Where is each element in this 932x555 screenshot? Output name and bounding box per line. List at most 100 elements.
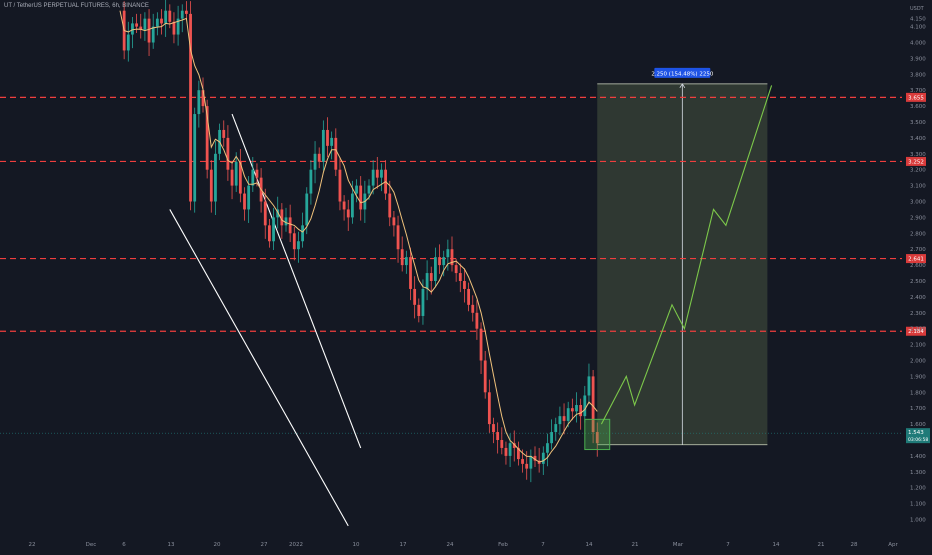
price-tick-label: 3.900 [910, 56, 926, 62]
candle-body [313, 153, 317, 170]
level-label-bg-2 [906, 254, 926, 264]
price-tick-label: 2.100 [910, 343, 926, 349]
time-tick-label: 10 [353, 542, 360, 548]
candle-body [180, 10, 184, 19]
time-tick-label: Mar [673, 542, 684, 548]
candle-body [425, 273, 429, 289]
trendline-1 [231, 113, 362, 449]
candle-body [504, 447, 508, 456]
time-tick-label: Dec [86, 542, 97, 548]
time-tick-label: 2022 [289, 542, 303, 548]
time-tick-label: 13 [168, 542, 175, 548]
candle-body [160, 18, 163, 24]
time-tick-label: 14 [586, 542, 593, 548]
candle-body [214, 153, 217, 202]
price-tick-label: 1.600 [910, 422, 926, 428]
candle-body [375, 169, 379, 178]
price-tick-label: 1.000 [910, 518, 926, 524]
candle-body [500, 440, 504, 448]
candle-body [268, 225, 271, 242]
candle-body [251, 169, 255, 186]
candle-body [458, 273, 462, 281]
candle-body [417, 304, 421, 316]
current-price-label: 1.543 [908, 430, 924, 436]
level-label-0: 3.655 [908, 95, 924, 101]
price-tick-label: 2.500 [910, 279, 926, 285]
candle-body [541, 452, 545, 464]
candle-body [438, 257, 441, 266]
candle-body [421, 288, 425, 316]
price-tick-label: 3.300 [910, 152, 926, 158]
candle-body [346, 209, 350, 218]
price-tick-label: 2.600 [910, 263, 926, 269]
price-tick-label: 3.700 [910, 88, 926, 94]
candle-body [238, 161, 242, 194]
candle-body [297, 241, 300, 250]
candle-body [434, 257, 437, 281]
price-tick-label: 2.800 [910, 231, 926, 237]
price-tick-label: 2.300 [910, 311, 926, 317]
candle-body [205, 106, 209, 170]
candle-body [508, 443, 512, 456]
price-tick-label: 2.900 [910, 215, 926, 221]
time-tick-label: 24 [447, 542, 454, 548]
symbol-title: UT / TetherUS PERPETUAL FUTURES, 6h, BIN… [4, 3, 149, 9]
candle-body [247, 185, 251, 210]
price-tick-label: 3.000 [910, 200, 926, 206]
time-tick-label: 22 [29, 542, 36, 548]
candle-body [566, 408, 570, 421]
price-tick-label: 2.400 [910, 295, 926, 301]
level-label-1: 3.252 [908, 159, 924, 165]
price-tick-label: 2.700 [910, 247, 926, 253]
current-price-tag [906, 428, 930, 444]
candle-body [197, 90, 201, 115]
candle-body [546, 443, 549, 453]
candle-body [230, 169, 234, 186]
candle-body [517, 447, 520, 460]
candle-body [388, 193, 392, 218]
candle-body [164, 10, 168, 24]
price-tick-label: 3.400 [910, 136, 926, 142]
time-tick-label: 21 [818, 542, 825, 548]
candle-body [595, 432, 599, 444]
candle-body [272, 217, 275, 242]
time-tick-label: 27 [261, 542, 268, 548]
candle-body [492, 424, 495, 433]
measure-label: 2.250 (154.48%) 2250 [651, 71, 714, 77]
candle-body [550, 432, 553, 444]
price-tick-label: 3.600 [910, 104, 926, 110]
time-tick-label: 28 [851, 542, 858, 548]
price-tick-label: 4.150 [910, 17, 926, 23]
candle-body [562, 416, 566, 421]
candle-body [591, 376, 595, 433]
price-tick-label: 1.800 [910, 390, 926, 396]
candle-body [147, 18, 151, 43]
candle-body [521, 459, 524, 464]
candle-body [143, 18, 147, 30]
time-tick-label: 7 [726, 542, 730, 548]
candle-body [222, 129, 226, 138]
candle-body [305, 193, 309, 226]
price-tick-label: 1.400 [910, 454, 926, 460]
level-label-2: 2.641 [908, 257, 924, 263]
level-label-bg-0 [906, 92, 926, 102]
candle-body [587, 376, 591, 396]
candle-body [579, 405, 583, 417]
projection-path [600, 85, 773, 425]
level-label-bg-1 [906, 156, 926, 166]
candle-body [392, 217, 396, 226]
candle-body [351, 193, 354, 218]
candle-body [326, 129, 329, 146]
candle-body [442, 257, 446, 266]
candle-body [301, 225, 304, 242]
candle-body [135, 23, 138, 27]
candle-body [309, 169, 313, 194]
candle-body [454, 265, 458, 274]
candle-body [409, 257, 412, 289]
candle-body [201, 90, 205, 107]
candle-body [471, 304, 475, 313]
candle-body [487, 392, 491, 425]
candle-body [284, 217, 288, 226]
